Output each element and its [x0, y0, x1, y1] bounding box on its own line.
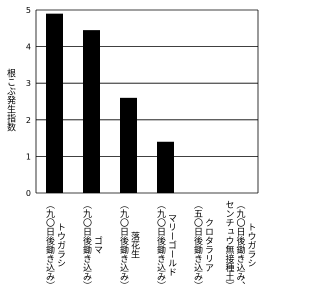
x-tick-label: （九〇日後鋤き込み）: [81, 200, 92, 290]
x-tick-label: トウガラシ: [246, 223, 257, 268]
x-tick-label: センチュウ無接種土）: [224, 200, 235, 290]
bar: [120, 97, 137, 193]
y-tick-label: 1: [26, 152, 31, 161]
x-tick-label: ゴマ: [92, 235, 102, 254]
y-tick-label: 2: [26, 116, 31, 125]
y-axis-label: 根こぶ発生指数: [5, 67, 16, 132]
x-tick-label: （九〇日後鋤き込み）: [155, 200, 166, 290]
x-tick-label: （九〇日後鋤き込み）: [118, 200, 129, 290]
y-tick-label: 4: [26, 43, 31, 52]
y-tick-label: 0: [26, 189, 31, 198]
bar: [83, 30, 100, 193]
x-tick-label: マリーゴールド: [166, 214, 177, 277]
bar: [157, 141, 174, 193]
x-tick-label: （九〇日後鋤き込み）: [44, 200, 55, 290]
x-tick-label: トウガラシ: [55, 223, 66, 268]
x-tick-label: クロタラリア: [203, 218, 214, 272]
y-tick-label: 5: [26, 6, 31, 15]
x-tick-label: （九〇日後鋤き込み、: [235, 200, 246, 290]
x-tick-label: 落花生: [129, 230, 140, 258]
y-tick-label: 3: [26, 79, 31, 88]
bar: [46, 13, 63, 193]
x-tick-label: （五〇日後鋤き込み）: [192, 200, 203, 290]
